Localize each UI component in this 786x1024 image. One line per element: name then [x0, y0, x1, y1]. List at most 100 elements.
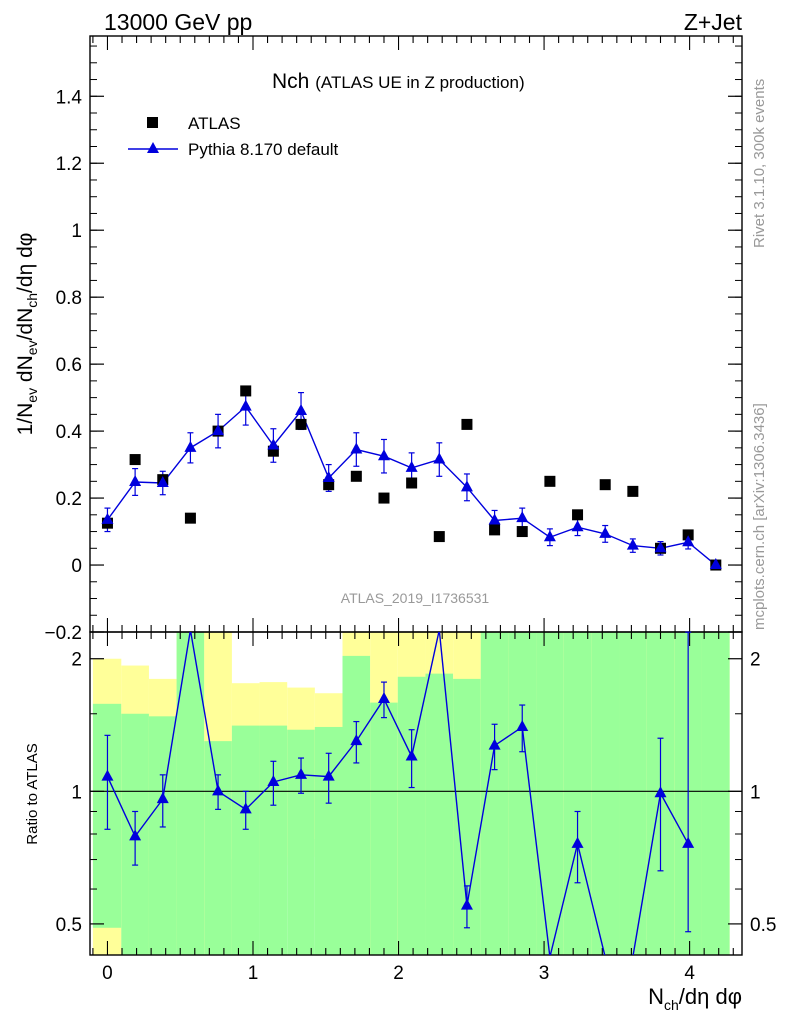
atlas-point — [627, 485, 639, 497]
atlas-point — [240, 385, 252, 397]
ratio-point — [654, 786, 667, 798]
ratio-ytick-label: 2 — [71, 650, 82, 671]
ratio-band-green — [231, 725, 260, 955]
pythia-point — [682, 535, 695, 547]
ratio-panel-frame — [89, 631, 743, 956]
legend-pythia-label: Pythia 8.170 default — [188, 140, 339, 159]
ratio-ytick-label-right: 1 — [750, 782, 761, 803]
main-ytick-label: 1 — [71, 221, 82, 242]
main-ytick-label: 0 — [71, 556, 82, 577]
x-tick-label: 4 — [684, 963, 695, 984]
pythia-point — [156, 476, 169, 487]
ratio-band-green — [370, 702, 398, 955]
pythia-point — [322, 470, 335, 482]
pythia-point — [129, 474, 142, 486]
atlas-point — [489, 524, 501, 536]
ratio-point — [129, 829, 142, 841]
ratio-band-green — [701, 632, 730, 955]
legend-atlas-marker — [147, 117, 158, 128]
atlas-point — [682, 529, 694, 541]
pythia-point — [488, 513, 501, 525]
atlas-point — [295, 418, 307, 430]
ratio-point — [460, 898, 473, 910]
atlas-point — [323, 479, 335, 491]
atlas-point — [599, 479, 611, 491]
pythia-point — [184, 440, 197, 452]
plot-title: Nch (ATLAS UE in Z production) — [272, 70, 525, 93]
ratio-point — [295, 767, 308, 779]
ratio-band-green — [176, 632, 205, 955]
ratio-band-green — [259, 725, 288, 955]
ratio-ytick-label: 1 — [71, 782, 82, 803]
ratio-point — [239, 802, 252, 814]
ratio-band-green — [425, 673, 454, 955]
ratio-point — [405, 749, 418, 761]
pythia-point — [599, 526, 612, 538]
ratio-point — [267, 774, 280, 786]
pythia-point — [516, 511, 529, 523]
main-ylabel: 1/Nev dNev/dNch/dη dφ — [14, 233, 40, 436]
main-ytick-label: 0.4 — [56, 422, 83, 443]
atlas-point — [461, 418, 473, 430]
ratio-point — [350, 734, 363, 746]
legend-pythia-marker — [147, 142, 159, 153]
atlas-point — [516, 526, 528, 538]
process-label: Z+Jet — [684, 9, 743, 35]
atlas-point — [544, 475, 556, 487]
main-ytick-label: 1.2 — [56, 154, 82, 175]
x-tick-label: 3 — [539, 963, 550, 984]
main-ytick-label: 0.8 — [56, 288, 82, 309]
atlas-point — [129, 454, 141, 466]
x-tick-label: 0 — [102, 963, 113, 984]
main-ytick-label: −0.2 — [44, 623, 82, 644]
main-ytick-label: 0.6 — [56, 355, 82, 376]
ratio-point — [377, 692, 390, 704]
ratio-band-green — [563, 632, 592, 955]
plot-title-main: Nch — [272, 70, 309, 93]
pythia-point — [654, 541, 667, 553]
x-axis-label: Nch/dη dφ — [648, 984, 742, 1013]
ratio-point — [101, 769, 114, 781]
atlas-point — [378, 492, 390, 504]
analysis-label: ATLAS_2019_I1736531 — [341, 590, 490, 606]
pythia-point — [239, 399, 252, 411]
energy-label: 13000 GeV pp — [104, 9, 252, 35]
ratio-ytick-label: 0.5 — [56, 915, 82, 936]
atlas-point — [406, 477, 418, 489]
atlas-point — [350, 470, 362, 482]
rivet-label: Rivet 3.1.10, 300k events — [751, 79, 768, 248]
ratio-band-green — [397, 676, 426, 955]
main-ytick-label: 0.2 — [56, 489, 82, 510]
ratio-point — [516, 719, 529, 731]
ratio-point — [571, 836, 584, 848]
pythia-point — [543, 530, 556, 542]
main-ytick-label: 1.4 — [56, 87, 83, 108]
ratio-point — [488, 738, 501, 750]
ratio-band-green — [508, 632, 537, 955]
pythia-point — [350, 442, 363, 454]
ratio-band-green — [148, 716, 177, 955]
ratio-band-green — [342, 655, 371, 955]
pythia-point — [460, 480, 473, 492]
pythia-point — [101, 512, 114, 524]
pythia-point — [571, 520, 584, 532]
x-tick-label: 2 — [393, 963, 404, 984]
ratio-ylabel: Ratio to ATLAS — [24, 743, 41, 844]
ratio-line — [106, 632, 689, 955]
ratio-point — [212, 784, 225, 796]
plot-title-sub: (ATLAS UE in Z production) — [315, 73, 524, 92]
atlas-point — [267, 445, 279, 457]
ratio-band-green — [204, 741, 232, 955]
atlas-point — [184, 512, 196, 524]
ratio-band-green — [591, 632, 620, 955]
pythia-point — [377, 449, 390, 461]
ratio-point — [322, 769, 335, 781]
mcplots-label: mcplots.cern.ch [arXiv:1306.3436] — [751, 403, 768, 630]
ratio-point — [156, 792, 169, 804]
ratio-band-green — [536, 632, 564, 955]
atlas-point — [572, 509, 584, 521]
ratio-band-green — [619, 632, 647, 955]
ratio-ytick-label-right: 0.5 — [750, 915, 776, 936]
pythia-point — [295, 404, 308, 416]
